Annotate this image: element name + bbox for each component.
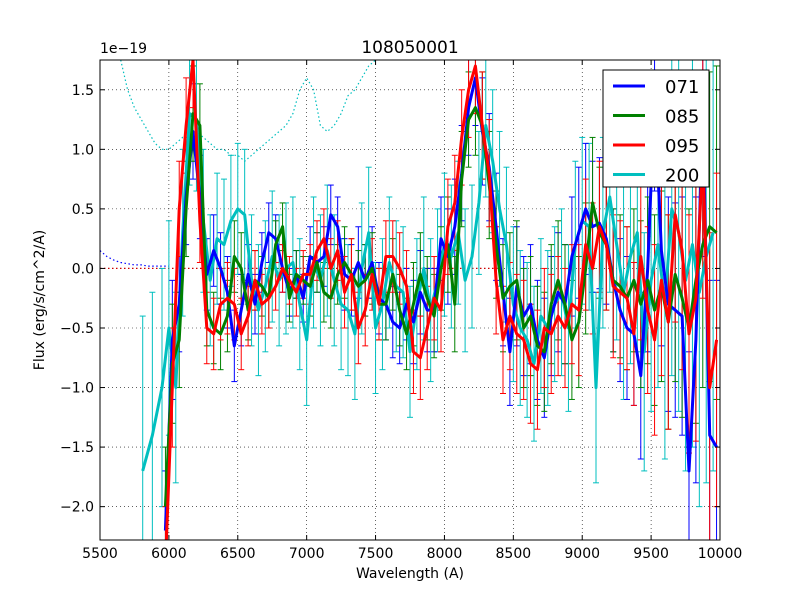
y-tick-label: 0.0 [72,261,94,277]
x-tick-label: 9000 [564,546,600,562]
x-tick-label: 6000 [151,546,187,562]
legend-box [602,69,710,188]
x-tick-label: 9500 [633,546,669,562]
legend: 071 085 095 200 [602,69,710,188]
blue-dotted-line [100,250,169,267]
axis-ticks: 5500 6000 6500 7000 7500 8000 8500 9000 9500 1000… [60,60,742,562]
y-axis-label: Flux (erg/s/cm^2/A) [32,230,48,370]
y-tick-label: 1.5 [72,83,94,99]
x-tick-label: 7000 [289,546,325,562]
y-tick-label: −0.5 [60,321,94,337]
y-tick-label: 0.5 [72,202,94,218]
legend-label-200: 200 [665,166,699,187]
series-085-line [163,106,718,507]
chart-title: 108050001 [361,38,458,58]
legend-label-071: 071 [665,77,699,98]
y-tick-label: −2.0 [60,500,94,516]
y-tick-label: −1.5 [60,440,94,456]
series-lines [141,60,719,540]
x-tick-label: 6500 [220,546,256,562]
x-tick-label: 7500 [358,546,394,562]
x-tick-label: 8000 [427,546,463,562]
cyan-dotted-line [120,60,376,162]
x-axis-label: Wavelength (A) [356,566,464,582]
x-tick-label: 10000 [698,546,743,562]
y-tick-label: 1.0 [72,142,94,158]
legend-label-095: 095 [665,136,699,157]
y-offset-label: 1e−19 [100,41,147,57]
plot-frame [99,59,721,541]
series-095-line [164,60,719,540]
legend-label-085: 085 [665,107,699,128]
x-tick-label: 5500 [82,546,118,562]
x-tick-label: 8500 [496,546,532,562]
y-tick-label: −1.0 [60,381,94,397]
